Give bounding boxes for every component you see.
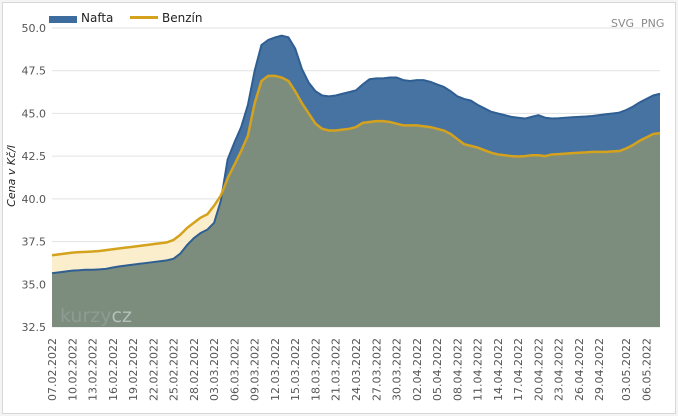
x-tick-label: 30.03.2022 bbox=[391, 338, 404, 401]
series-lines bbox=[51, 34, 661, 275]
x-tick-label: 20.04.2022 bbox=[532, 338, 545, 401]
x-tick-label: 29.04.2022 bbox=[593, 338, 606, 401]
x-tick-label: 18.03.2022 bbox=[310, 338, 323, 401]
x-tick-label: 02.04.2022 bbox=[411, 338, 424, 401]
legend-label-nafta: Nafta bbox=[81, 11, 113, 25]
line-nafta bbox=[51, 34, 661, 275]
x-tick-label: 14.04.2022 bbox=[492, 338, 505, 401]
x-tick-label: 03.03.2022 bbox=[208, 338, 221, 401]
x-tick-label: 07.02.2022 bbox=[46, 338, 59, 401]
x-tick-label: 13.02.2022 bbox=[87, 338, 100, 401]
legend-item-nafta[interactable]: Nafta bbox=[49, 11, 113, 25]
x-tick-label: 11.04.2022 bbox=[472, 338, 485, 401]
x-tick-label: 12.03.2022 bbox=[269, 338, 282, 401]
x-tick-label: 16.02.2022 bbox=[107, 338, 120, 401]
x-axis-ticks: 07.02.2022 10.02.2022 13.02.2022 16.02.2022… bbox=[46, 338, 654, 401]
legend-swatch-nafta bbox=[49, 16, 77, 23]
x-tick-label: 23.04.2022 bbox=[553, 338, 566, 401]
watermark-part2: cz bbox=[112, 305, 132, 327]
x-tick-label: 05.04.2022 bbox=[431, 338, 444, 401]
x-tick-label: 15.03.2022 bbox=[289, 338, 302, 401]
watermark-logo: kurzycz bbox=[60, 305, 132, 327]
y-tick-label: 50.0 bbox=[22, 22, 47, 35]
y-tick-label: 47.5 bbox=[22, 65, 47, 78]
y-tick-label: 35.0 bbox=[22, 278, 47, 291]
legend[interactable]: Nafta Benzín bbox=[49, 11, 202, 25]
y-tick-label: 42.5 bbox=[22, 150, 47, 163]
y-tick-label: 40.0 bbox=[22, 193, 47, 206]
x-tick-label: 25.02.2022 bbox=[168, 338, 181, 401]
x-tick-label: 19.02.2022 bbox=[127, 338, 140, 401]
x-tick-label: 21.03.2022 bbox=[330, 338, 343, 401]
series-areas bbox=[52, 35, 660, 327]
x-tick-label: 22.02.2022 bbox=[147, 338, 160, 401]
x-tick-label: 08.04.2022 bbox=[451, 338, 464, 401]
area-overlap bbox=[52, 75, 660, 327]
x-tick-label: 06.05.2022 bbox=[641, 338, 654, 401]
y-axis-ticks: 50.0 47.5 45.0 42.5 40.0 37.5 35.0 32.5 bbox=[22, 22, 47, 334]
export-png-button[interactable]: PNG bbox=[641, 17, 664, 30]
legend-label-benzin: Benzín bbox=[162, 11, 202, 25]
x-tick-label: 09.03.2022 bbox=[249, 338, 262, 401]
y-tick-label: 45.0 bbox=[22, 107, 47, 120]
watermark-part1: kurzy bbox=[60, 305, 112, 327]
x-tick-label: 28.02.2022 bbox=[188, 338, 201, 401]
export-svg-button[interactable]: SVG bbox=[611, 17, 634, 30]
x-tick-label: 27.03.2022 bbox=[370, 338, 383, 401]
x-tick-label: 17.04.2022 bbox=[512, 338, 525, 401]
legend-item-benzin[interactable]: Benzín bbox=[130, 11, 202, 25]
x-tick-label: 03.05.2022 bbox=[620, 338, 633, 401]
x-tick-label: 06.03.2022 bbox=[228, 338, 241, 401]
y-tick-label: 37.5 bbox=[22, 236, 47, 249]
legend-swatch-benzin bbox=[130, 16, 158, 19]
x-tick-label: 24.03.2022 bbox=[350, 338, 363, 401]
line-benzin bbox=[51, 74, 661, 257]
x-tick-label: 10.02.2022 bbox=[66, 338, 79, 401]
x-tick-label: 26.04.2022 bbox=[573, 338, 586, 401]
y-axis-label: Cena v Kč/l bbox=[5, 145, 18, 207]
y-tick-label: 32.5 bbox=[22, 321, 47, 334]
